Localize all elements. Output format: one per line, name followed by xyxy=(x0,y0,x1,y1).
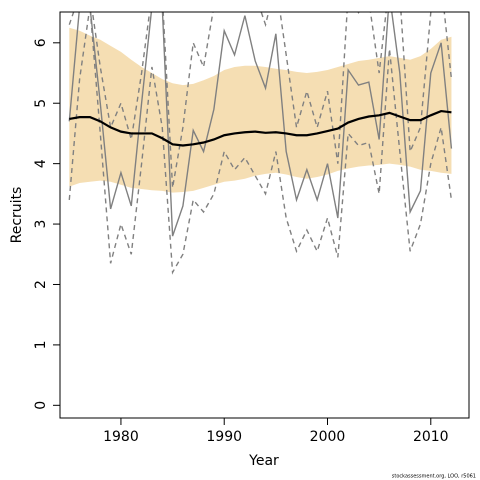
y-tick-label: 1 xyxy=(33,340,49,349)
footer: stockassessment.org, LOO, r5061 xyxy=(392,474,476,480)
y-tick-label: 4 xyxy=(33,159,49,168)
x-tick-label: 1990 xyxy=(206,429,242,445)
x-tick-label: 2000 xyxy=(310,429,346,445)
plot-frame xyxy=(59,11,470,419)
y-tick-label: 0 xyxy=(33,401,49,410)
bound-line xyxy=(68,12,453,275)
y-tick-label: 2 xyxy=(33,280,49,289)
y-tick-label: 6 xyxy=(33,38,49,47)
x-tick-label: 1980 xyxy=(103,429,139,445)
x-axis-label: Year xyxy=(248,453,279,469)
estimate-line xyxy=(68,12,453,237)
confidence-band xyxy=(69,27,452,193)
y-tick-label: 5 xyxy=(33,99,49,108)
plot-area xyxy=(68,12,453,275)
y-axis-label: Recruits xyxy=(9,187,25,244)
mean-line xyxy=(69,109,452,147)
x-tick-label: 2010 xyxy=(413,429,449,445)
y-tick-label: 3 xyxy=(33,220,49,229)
